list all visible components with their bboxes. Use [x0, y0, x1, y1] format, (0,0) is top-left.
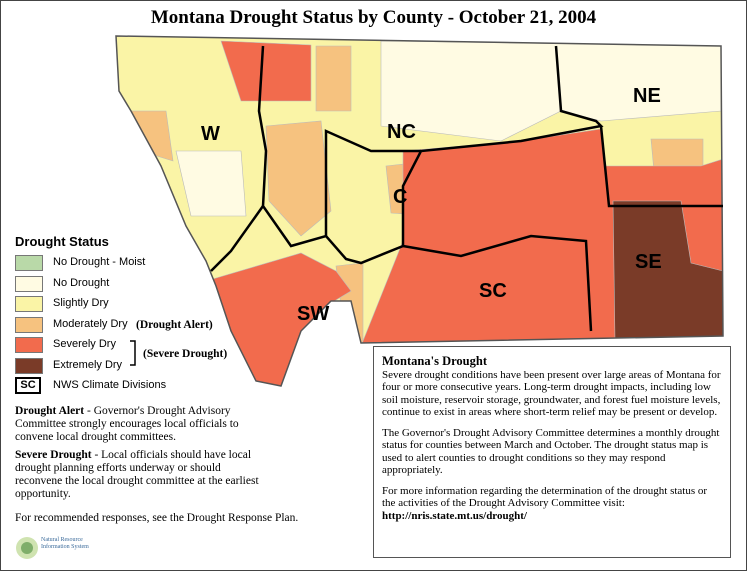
note: Severe Drought - Local officials should …: [15, 449, 260, 501]
info-title: Montana's Drought: [382, 354, 487, 368]
note-text: - Governor's Drought Advisory Committee …: [15, 405, 239, 443]
legend-swatch: [15, 337, 43, 353]
division-label: SW: [297, 303, 330, 325]
nws-code: SC: [15, 377, 41, 394]
info-box: Montana's Drought Severe drought conditi…: [373, 346, 731, 558]
division-label: C: [393, 186, 408, 208]
note-heading: Severe Drought: [15, 449, 92, 461]
division-label: SC: [479, 280, 507, 302]
severe-label: (Severe Drought): [143, 348, 228, 360]
legend-swatch: [15, 296, 43, 312]
legend-title: Drought Status: [15, 234, 109, 249]
info-url: http://nris.state.mt.us/drought/: [382, 509, 527, 522]
state-outline: [115, 35, 724, 387]
logo-icon: [16, 537, 38, 559]
division-label: NE: [633, 85, 661, 107]
legend-swatch: [15, 357, 43, 374]
note-heading: Drought Alert: [15, 405, 85, 417]
region: [220, 40, 312, 102]
bracket: [130, 340, 136, 366]
nws-label: NWS Climate Divisions: [53, 379, 167, 391]
legend-label: Severely Dry: [53, 338, 116, 350]
map: [115, 35, 724, 387]
info-paragraph: The Governor's Drought Advisory Committe…: [382, 426, 720, 477]
division-label: W: [201, 123, 220, 145]
legend-label: Slightly Dry: [53, 297, 109, 309]
note-text: - Local officials should have local drou…: [15, 449, 259, 500]
legend-label: No Drought: [53, 276, 110, 289]
region: [315, 45, 352, 112]
logo-text: Natural Resource Information System: [41, 537, 89, 550]
legend-label: Moderately Dry: [53, 317, 128, 330]
division-lines: [210, 45, 723, 332]
map-title: Montana Drought Status by County - Octob…: [150, 7, 597, 28]
legend-swatch: [15, 255, 43, 271]
legend-label: Extremely Dry: [53, 358, 123, 371]
legend-swatch: [15, 316, 43, 333]
region: [175, 150, 247, 217]
legend-label: No Drought - Moist: [53, 256, 146, 268]
division-label: SE: [635, 251, 662, 273]
division-label: NC: [387, 121, 416, 143]
region: [265, 120, 332, 237]
recommend: For recommended responses, see the Droug…: [15, 512, 299, 524]
note: Drought Alert - Governor's Drought Advis…: [15, 405, 245, 444]
legend-swatch: [15, 275, 43, 292]
region: [120, 110, 174, 162]
info-paragraph: Severe drought conditions have been pres…: [382, 368, 721, 419]
info-paragraph: For more information regarding the deter…: [382, 484, 708, 510]
alert-label: (Drought Alert): [136, 319, 213, 331]
